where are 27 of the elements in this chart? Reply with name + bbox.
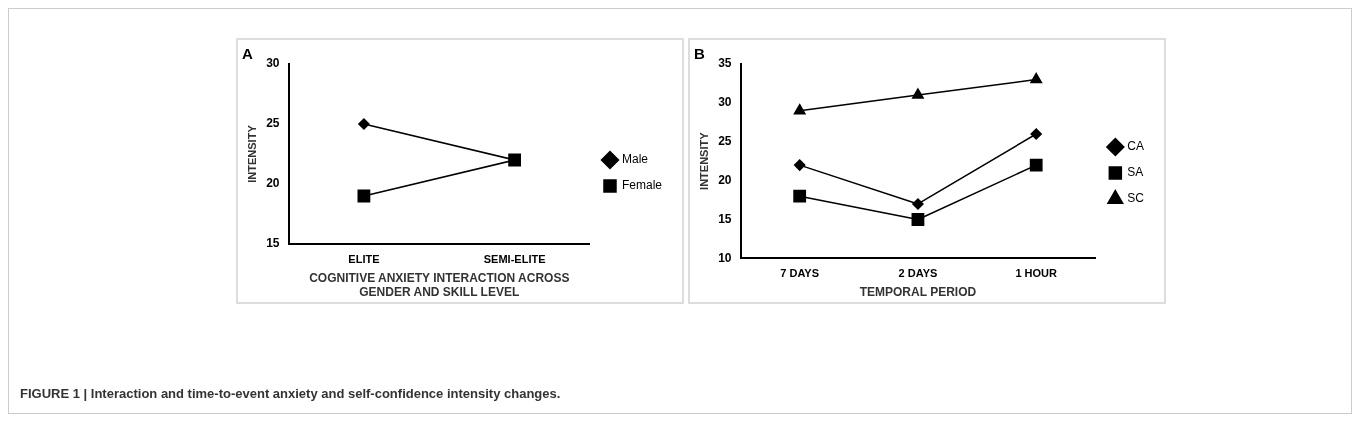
x-tick-label: 1 HOUR (1015, 267, 1058, 280)
legend-label: Male (621, 152, 649, 167)
x-tick-label: 2 DAYS (898, 267, 938, 280)
legend-label: SC (1127, 191, 1145, 206)
y-tick-label: 15 (266, 236, 280, 251)
y-tick-label: 10 (718, 250, 732, 265)
y-tick-label: 20 (718, 172, 732, 187)
chart-title: B (694, 45, 705, 63)
y-tick-label: 20 (266, 176, 280, 191)
x-tick-label: ELITE (348, 252, 380, 265)
caption: FIGURE 1 | Interaction and time-to-event anxiety and self-confidence intensity changes. (20, 386, 561, 401)
y-tick-label: 30 (718, 95, 732, 110)
y-tick-label: 15 (718, 211, 732, 226)
y-tick-label: 25 (266, 116, 280, 131)
x-axis-title: COGNITIVE ANXIETY INTERACTION ACROSS GENDER AND SKILL LEVEL (309, 270, 570, 300)
legend-label: SA (1127, 165, 1144, 180)
y-tick-label: 30 (266, 56, 280, 71)
legend-label: Female (621, 178, 663, 193)
y-tick-label: 35 (718, 56, 732, 71)
x-axis-title: TEMPORAL PERIOD (859, 285, 977, 300)
x-tick-label: SEMI-ELITE (483, 252, 546, 265)
legend-label: CA (1127, 139, 1144, 154)
y-axis-title: INTENSITY (697, 131, 710, 190)
x-tick-label: 7 DAYS (780, 267, 820, 280)
y-axis-title: INTENSITY (245, 124, 258, 183)
chart-title: A (242, 45, 253, 63)
y-tick-label: 25 (718, 134, 732, 149)
